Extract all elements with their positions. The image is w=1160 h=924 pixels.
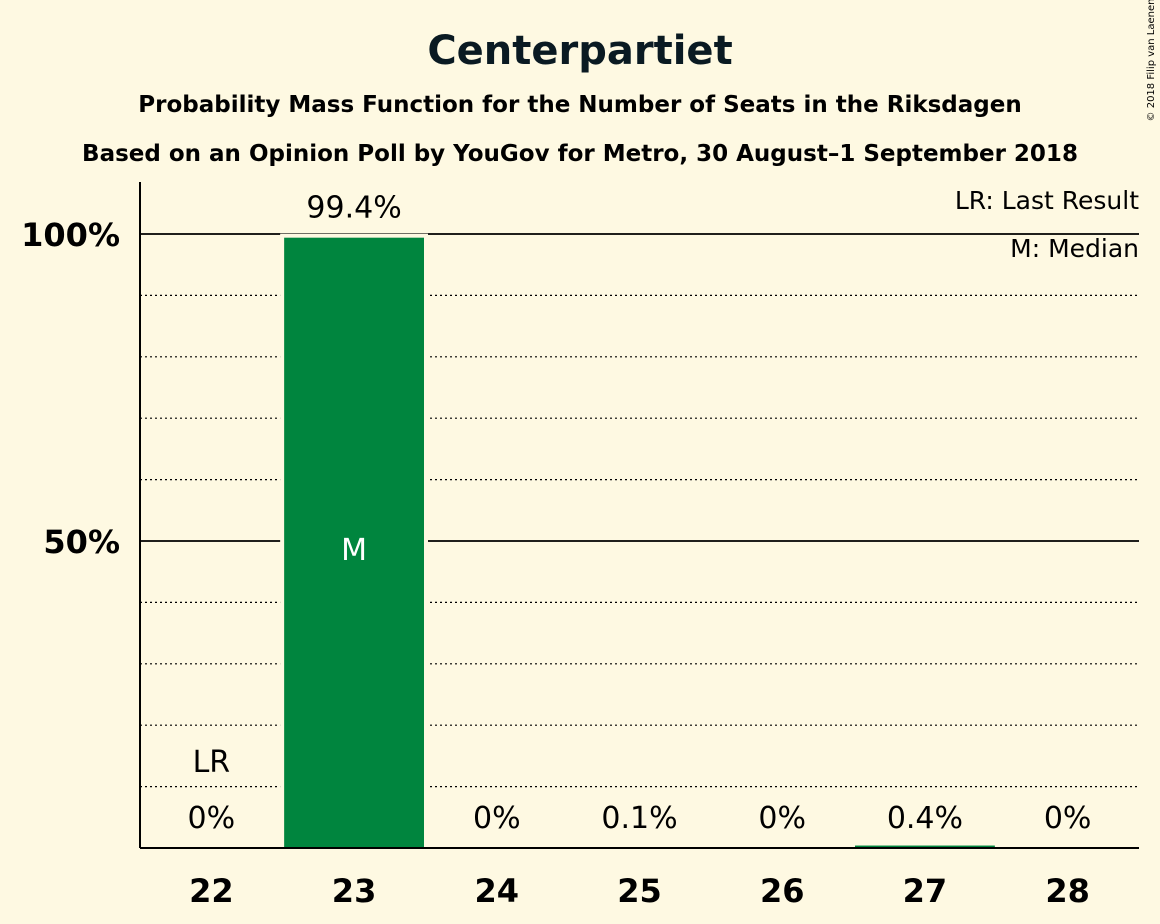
copyright-notice: © 2018 Filip van Laenen xyxy=(1146,0,1157,121)
x-tick-label: 26 xyxy=(760,872,805,910)
axes xyxy=(139,182,1139,849)
x-tick-label: 25 xyxy=(617,872,662,910)
chart-subtitle-poll: Based on an Opinion Poll by YouGov for M… xyxy=(82,141,1078,167)
bar-value-label: 0% xyxy=(188,801,236,836)
bar-value-label: 0.4% xyxy=(887,801,963,836)
y-tick-label: 100% xyxy=(21,216,120,254)
x-tick-label: 24 xyxy=(475,872,520,910)
labels: 50% 100% 0% 22 99.4% 23 0% 24 0.1% 25 0% 26 0.4% 27 0%… xyxy=(21,191,1091,910)
bar-value-label: 0% xyxy=(1044,801,1092,836)
legend-median: M: Median xyxy=(1010,234,1139,263)
x-tick-label: 28 xyxy=(1045,872,1090,910)
bar-value-label: 0.1% xyxy=(601,801,677,836)
x-tick-label: 23 xyxy=(332,872,377,910)
bar-value-label: 0% xyxy=(758,801,806,836)
bar xyxy=(854,845,995,848)
bar xyxy=(284,237,425,848)
last-result-marker: LR xyxy=(193,745,231,780)
x-tick-label: 27 xyxy=(903,872,948,910)
median-marker: M xyxy=(341,533,367,568)
bar-value-label: 99.4% xyxy=(306,191,401,226)
bar-value-label: 0% xyxy=(473,801,521,836)
chart-title: Centerpartiet xyxy=(427,28,732,74)
legend-last-result: LR: Last Result xyxy=(955,186,1139,215)
x-tick-label: 22 xyxy=(189,872,234,910)
y-tick-label: 50% xyxy=(43,523,120,561)
bars xyxy=(280,233,995,848)
chart-subtitle: Probability Mass Function for the Number… xyxy=(138,92,1021,118)
